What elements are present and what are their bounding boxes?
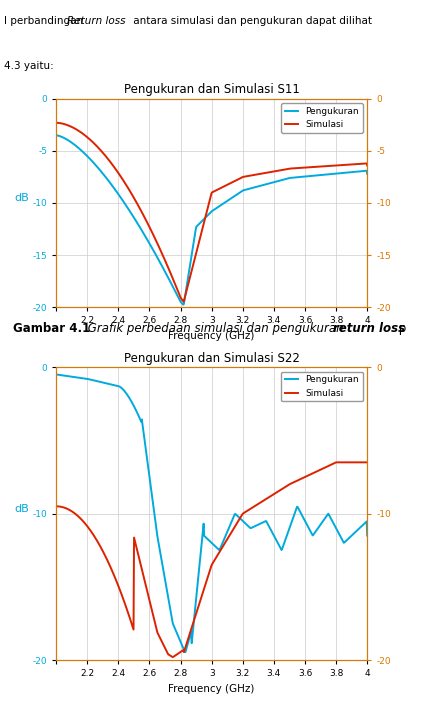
Simulasi <box>170 653 175 662</box>
Pengukuran <box>238 514 243 522</box>
Simulasi <box>108 159 114 167</box>
Simulasi <box>334 458 339 467</box>
Pengukuran <box>365 532 370 540</box>
Line: Pengukuran: Pengukuran <box>56 136 367 305</box>
Pengukuran <box>262 517 267 526</box>
Simulasi <box>365 161 370 169</box>
Simulasi <box>108 564 114 573</box>
Pengukuran <box>365 169 370 178</box>
Simulasi <box>238 514 243 522</box>
Simulasi <box>262 496 267 504</box>
Legend: Pengukuran, Simulasi: Pengukuran, Simulasi <box>281 103 363 133</box>
Pengukuran <box>108 180 114 189</box>
Text: Grafik perbedaan simulasi dan pengukuran: Grafik perbedaan simulasi dan pengukuran <box>84 322 348 335</box>
Simulasi <box>181 297 186 306</box>
Y-axis label: dB: dB <box>14 503 29 513</box>
X-axis label: Frequency (GHz): Frequency (GHz) <box>168 330 255 341</box>
Simulasi <box>238 174 243 183</box>
Line: Simulasi: Simulasi <box>56 123 367 301</box>
Pengukuran <box>262 181 267 189</box>
Pengukuran <box>54 131 59 140</box>
X-axis label: Frequency (GHz): Frequency (GHz) <box>168 683 255 694</box>
Title: Pengukuran dan Simulasi S22: Pengukuran dan Simulasi S22 <box>124 352 300 364</box>
Pengukuran <box>108 381 114 389</box>
Pengukuran <box>133 217 139 225</box>
Simulasi <box>262 169 267 177</box>
Simulasi <box>54 119 59 127</box>
Line: Simulasi: Simulasi <box>56 462 367 657</box>
Simulasi <box>133 542 139 550</box>
Pengukuran <box>54 370 59 378</box>
Simulasi <box>195 606 200 614</box>
Simulasi <box>288 479 293 488</box>
Text: Gambar 4.1: Gambar 4.1 <box>13 322 90 335</box>
Pengukuran <box>195 222 200 230</box>
Title: Pengukuran dan Simulasi S11: Pengukuran dan Simulasi S11 <box>124 83 300 96</box>
Pengukuran <box>288 174 293 182</box>
Line: Pengukuran: Pengukuran <box>56 374 367 652</box>
Pengukuran <box>182 648 187 657</box>
Pengukuran <box>195 582 200 590</box>
Text: return loss: return loss <box>333 322 405 335</box>
Text: Return loss: Return loss <box>67 16 125 26</box>
Simulasi <box>195 244 200 253</box>
Text: l perbandingan: l perbandingan <box>4 16 87 26</box>
Simulasi <box>133 198 139 206</box>
Legend: Pengukuran, Simulasi: Pengukuran, Simulasi <box>281 371 363 402</box>
Pengukuran <box>238 188 243 196</box>
Text: antara simulasi dan pengukuran dapat dilihat: antara simulasi dan pengukuran dapat dil… <box>130 16 372 26</box>
Text: 4.3 yaitu:: 4.3 yaitu: <box>4 61 54 71</box>
Simulasi <box>365 458 370 467</box>
Pengukuran <box>181 301 186 309</box>
Pengukuran <box>133 406 139 414</box>
Simulasi <box>288 164 293 173</box>
Simulasi <box>54 502 59 510</box>
Pengukuran <box>288 520 293 529</box>
Text: p: p <box>395 322 407 335</box>
Y-axis label: dB: dB <box>14 193 29 203</box>
